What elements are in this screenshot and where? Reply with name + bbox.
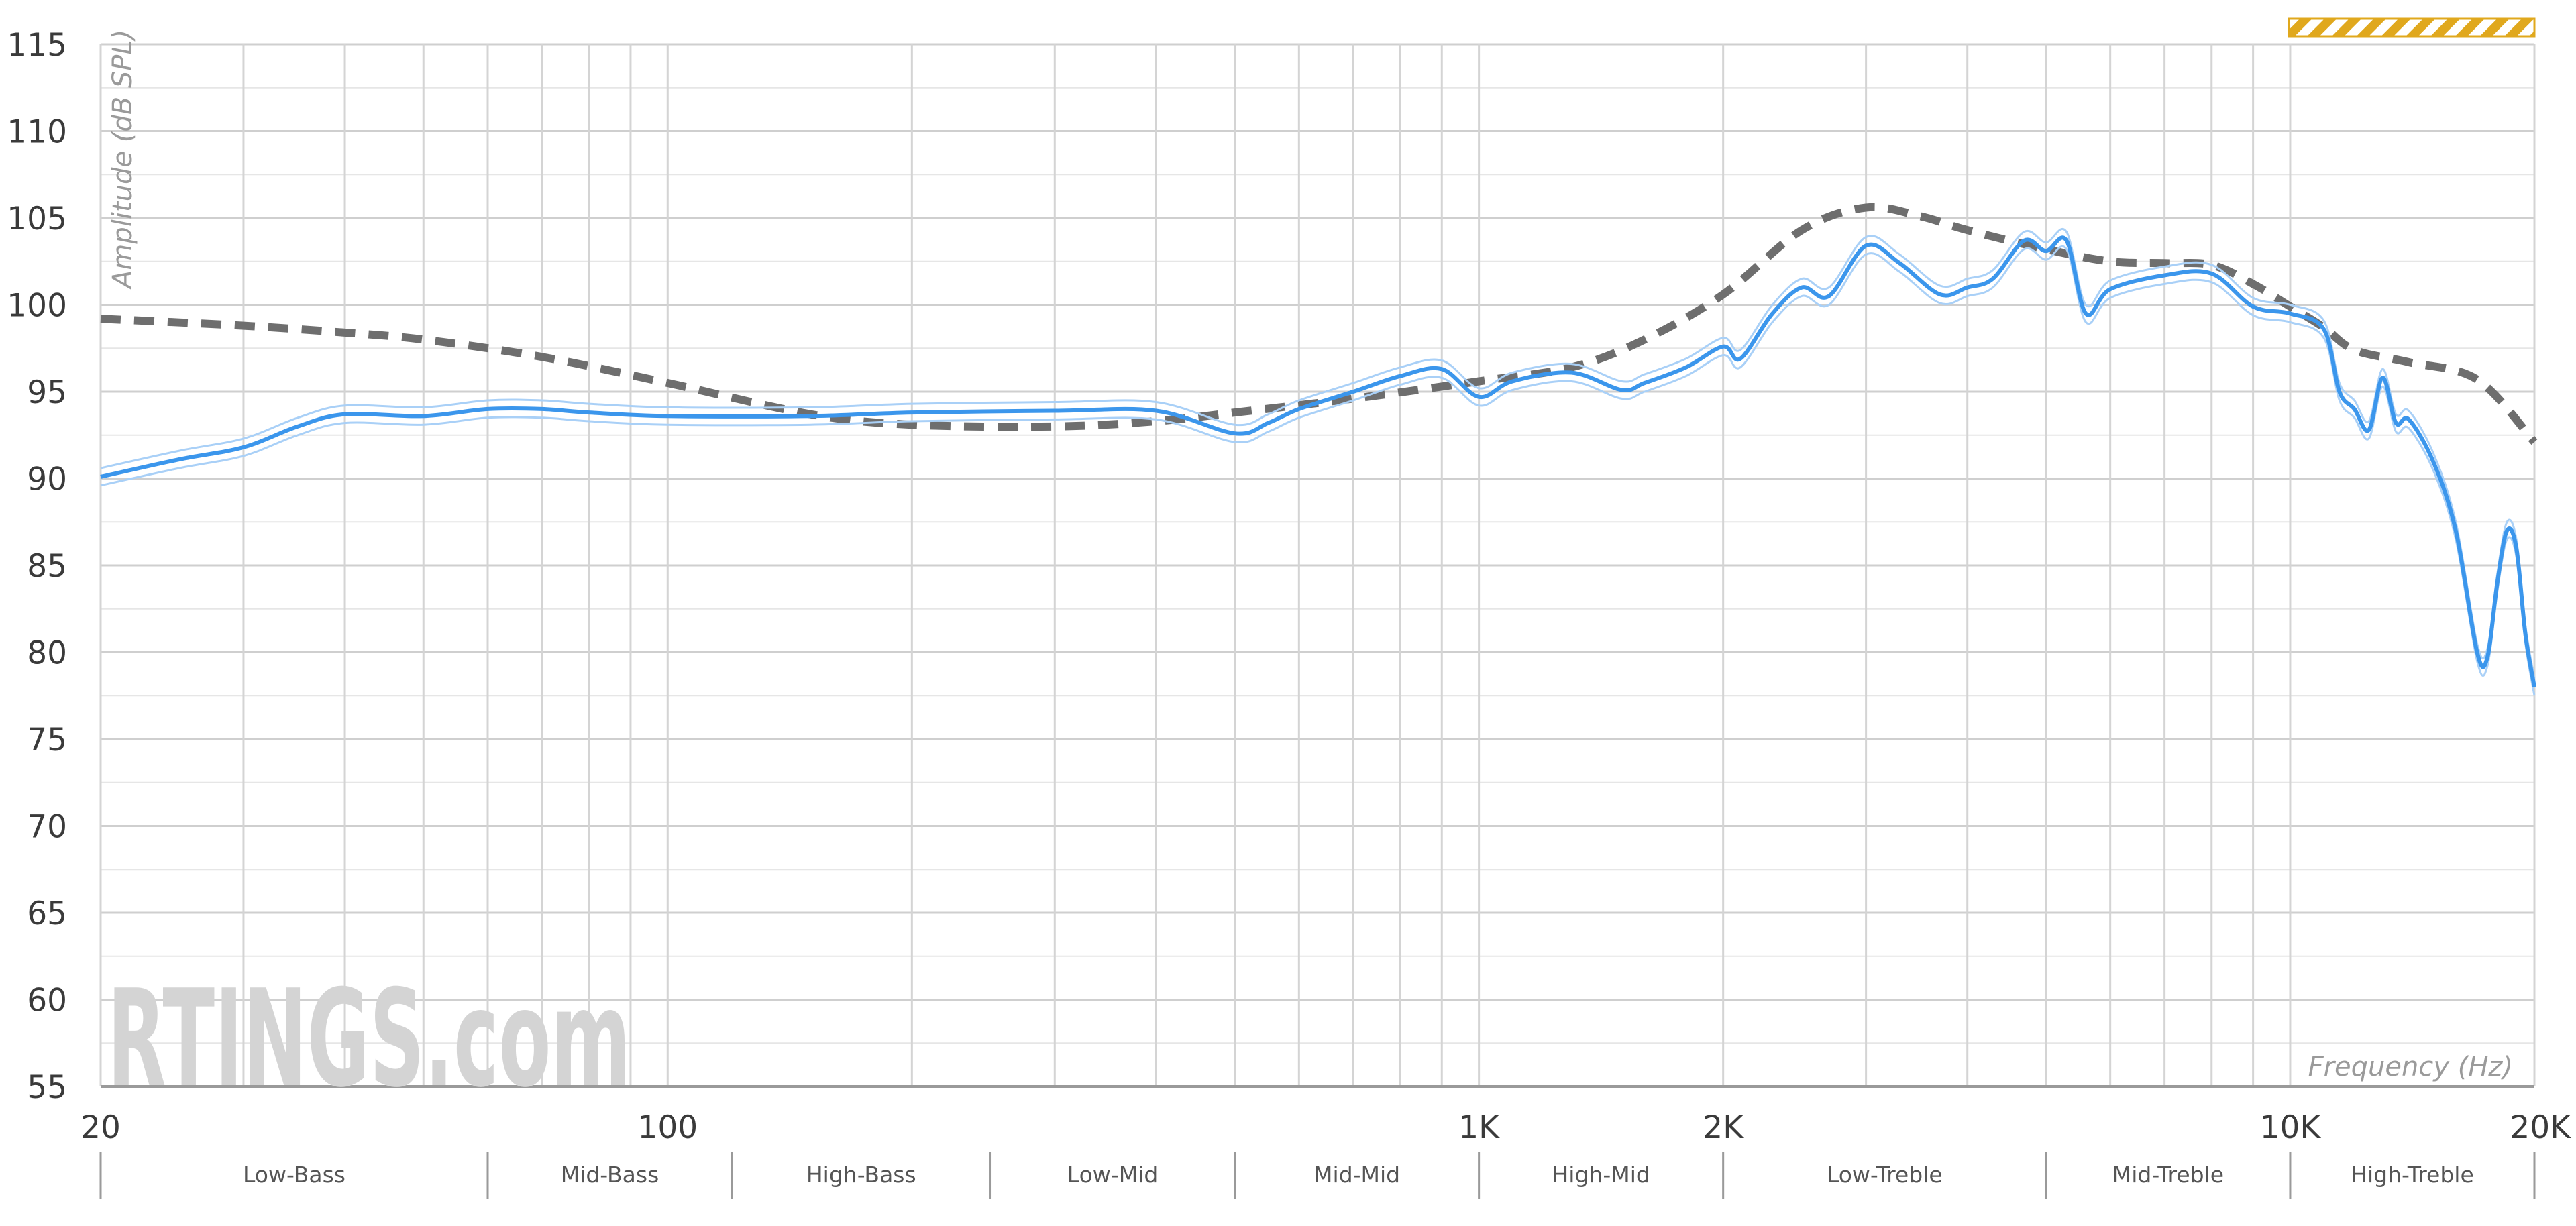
measurement-trace xyxy=(100,245,2536,696)
band-label: High-Treble xyxy=(2351,1162,2474,1188)
y-tick-label: 110 xyxy=(7,114,67,151)
band-label: Mid-Bass xyxy=(561,1162,659,1188)
measured-curve xyxy=(100,235,2536,687)
y-tick-label: 115 xyxy=(7,27,67,64)
y-axis-label: Amplitude (dB SPL) xyxy=(107,30,138,290)
x-tick-label: 10K xyxy=(2260,1109,2322,1146)
y-tick-label: 60 xyxy=(27,983,67,1019)
axis-ticks: 55 60 65 70 75 80 85 90 95 100 105 110 115 20 100 1K 2K 1… xyxy=(7,27,2571,1146)
band-label: Low-Treble xyxy=(1827,1162,1943,1188)
x-tick-label: 1K xyxy=(1458,1109,1500,1146)
band-label: Low-Bass xyxy=(243,1162,345,1188)
band-label: High-Bass xyxy=(806,1162,916,1188)
watermark: RTINGS.com xyxy=(107,961,631,1117)
y-tick-label: 100 xyxy=(7,288,67,325)
frequency-bands: Low-Bass Mid-Bass High-Bass Low-Mid Mid-Mid H… xyxy=(99,1152,2536,1199)
x-tick-label: 2K xyxy=(1703,1109,1744,1146)
series-lines xyxy=(100,203,2538,696)
header-strip xyxy=(2288,17,2536,38)
x-tick-label: 20K xyxy=(2510,1109,2571,1146)
y-tick-label: 85 xyxy=(27,548,67,585)
y-tick-label: 105 xyxy=(7,201,67,237)
y-tick-label: 80 xyxy=(27,635,67,672)
y-tick-label: 90 xyxy=(27,461,67,498)
band-label: Low-Mid xyxy=(1067,1162,1158,1188)
band-label: Mid-Treble xyxy=(2112,1162,2224,1188)
y-tick-label: 75 xyxy=(27,722,67,759)
target-curve xyxy=(100,203,2538,445)
x-tick-label: 100 xyxy=(637,1109,698,1146)
y-tick-label: 65 xyxy=(27,895,67,932)
measurement-trace xyxy=(100,228,2536,679)
band-label: Mid-Mid xyxy=(1313,1162,1400,1188)
y-tick-label: 95 xyxy=(27,374,67,411)
x-tick-label: 20 xyxy=(80,1109,121,1146)
band-label: High-Mid xyxy=(1552,1162,1650,1188)
y-tick-label: 70 xyxy=(27,809,67,846)
x-axis-label: Frequency (Hz) xyxy=(2308,1052,2513,1082)
y-tick-label: 55 xyxy=(27,1069,67,1106)
grid xyxy=(99,43,2536,1088)
